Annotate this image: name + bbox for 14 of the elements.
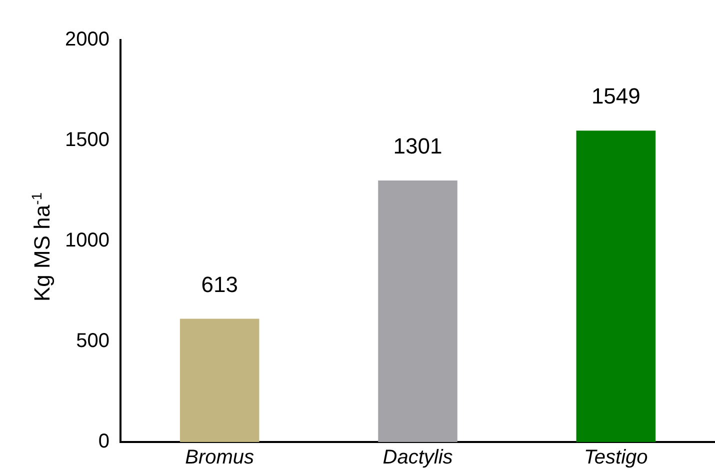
x-tick-label: Bromus [185,446,254,469]
data-label: 1549 [591,84,640,109]
bar [576,130,656,442]
x-tick-label: Testigo [584,446,648,469]
y-tick-label: 500 [76,330,110,352]
y-tick-label: 0 [98,430,110,453]
y-tick-label: 1500 [64,129,110,152]
y-tick-label: 2000 [64,28,110,51]
data-label: 613 [201,272,238,297]
bar [180,318,260,442]
y-tick-label: 1000 [64,230,110,252]
x-tick-label: Dactylis [382,446,453,469]
data-label: 1301 [393,134,442,159]
bar [378,180,458,442]
